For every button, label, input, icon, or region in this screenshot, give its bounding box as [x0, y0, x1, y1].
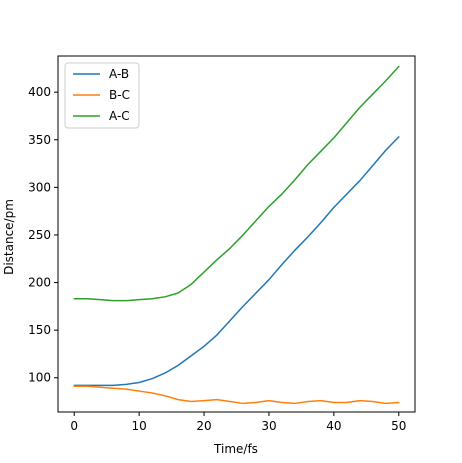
y-axis: 100 150 200 250 300 350 400 [28, 85, 58, 385]
y-tick-label: 400 [28, 85, 51, 99]
y-tick-label: 150 [28, 323, 51, 337]
x-tick-label: 10 [131, 419, 146, 433]
y-tick-label: 350 [28, 133, 51, 147]
x-axis-label: Time/fs [213, 442, 258, 456]
x-tick-label: 30 [261, 419, 276, 433]
x-tick-label: 50 [391, 419, 406, 433]
legend-label: A-B [109, 67, 129, 81]
plot-area [73, 65, 400, 405]
legend-label: A-C [109, 109, 130, 123]
x-tick-label: 40 [326, 419, 341, 433]
x-tick-label: 20 [196, 419, 211, 433]
y-tick-label: 100 [28, 371, 51, 385]
legend-box [64, 62, 140, 129]
y-tick-label: 250 [28, 228, 51, 242]
x-tick-label: 0 [70, 419, 78, 433]
x-axis: 0 10 20 30 40 50 [70, 412, 406, 433]
legend: A-B B-C A-C [64, 62, 140, 129]
y-tick-label: 200 [28, 276, 51, 290]
y-tick-label: 300 [28, 180, 51, 194]
series-line-a-b [73, 136, 400, 387]
axes-frame [57, 55, 416, 413]
series-line-b-c [73, 385, 400, 405]
y-axis-label: Distance/pm [2, 199, 16, 275]
series-line-a-c [73, 65, 400, 302]
legend-label: B-C [109, 88, 130, 102]
